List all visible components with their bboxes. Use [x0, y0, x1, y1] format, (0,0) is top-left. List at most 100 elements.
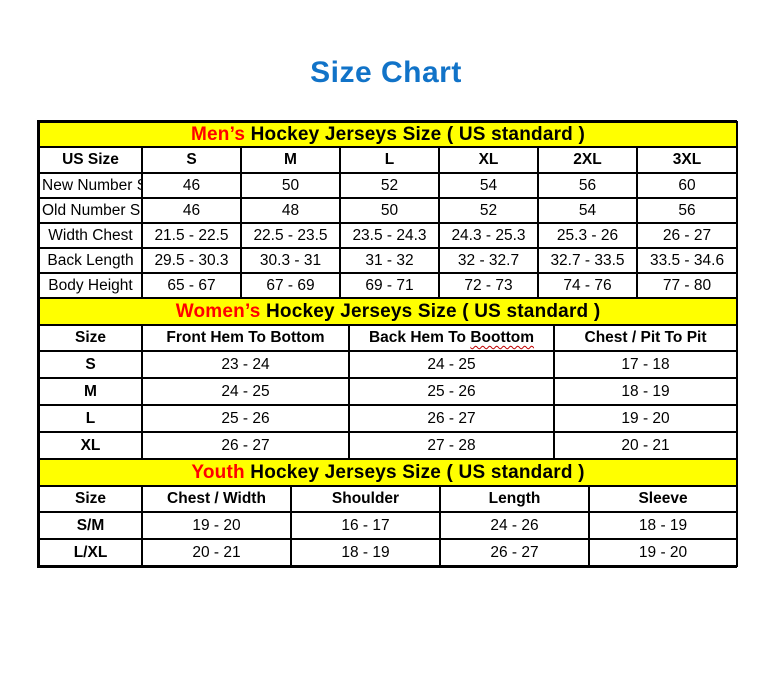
cell: 32.7 - 33.5 — [537, 247, 638, 274]
cell: 23 - 24 — [141, 350, 350, 379]
cell: 46 — [141, 172, 242, 199]
youth-banner-accent: Youth — [191, 461, 245, 483]
cell: 26 - 27 — [348, 404, 555, 433]
women-col-chest-pit: Chest / Pit To Pit — [552, 324, 739, 352]
men-header-row: US Size S M L XL 2XL 3XL — [38, 146, 739, 174]
row-label-s: S — [38, 350, 143, 379]
cell: 26 - 27 — [141, 431, 350, 460]
cell: 48 — [240, 197, 341, 224]
women-header-row: Size Front Hem To Bottom Back Hem To Boo… — [38, 324, 739, 352]
cell: 19 - 20 — [141, 511, 292, 540]
cell: 26 - 27 — [439, 538, 590, 567]
cell: 54 — [537, 197, 638, 224]
youth-banner-text: Hockey Jerseys Size ( US standard ) — [244, 461, 585, 483]
women-banner-accent: Women’s — [175, 300, 261, 322]
men-banner-accent: Men’s — [191, 123, 246, 145]
row-label-width-chest: Width Chest — [38, 222, 143, 249]
table-row: Body Height 65 - 67 67 - 69 69 - 71 72 -… — [38, 272, 739, 299]
men-banner-text: Hockey Jerseys Size ( US standard ) — [245, 123, 585, 145]
table-row: Width Chest 21.5 - 22.5 22.5 - 23.5 23.5… — [38, 222, 739, 249]
cell: 17 - 18 — [552, 350, 739, 379]
cell: 33.5 - 34.6 — [635, 247, 739, 274]
cell: 18 - 19 — [552, 377, 739, 406]
youth-col-chest-width: Chest / Width — [141, 485, 292, 513]
row-label-l: L — [38, 404, 143, 433]
women-col-size: Size — [38, 324, 143, 352]
row-label-back-length: Back Length — [38, 247, 143, 274]
men-section-banner: Men’s Hockey Jerseys Size ( US standard … — [37, 121, 739, 148]
cell: 30.3 - 31 — [240, 247, 341, 274]
men-col-2xl: 2XL — [537, 146, 638, 174]
cell: 20 - 21 — [552, 431, 739, 460]
cell: 32 - 32.7 — [438, 247, 539, 274]
cell: 24.3 - 25.3 — [438, 222, 539, 249]
youth-col-size: Size — [38, 485, 143, 513]
cell: 56 — [537, 172, 638, 199]
youth-col-length: Length — [439, 485, 590, 513]
cell: 25 - 26 — [348, 377, 555, 406]
cell: 26 - 27 — [635, 222, 739, 249]
cell: 67 - 69 — [240, 272, 341, 299]
women-banner-row: Women’s Hockey Jerseys Size ( US standar… — [37, 297, 739, 326]
women-col-back-hem: Back Hem To Boottom — [348, 324, 555, 352]
table-row: Back Length 29.5 - 30.3 30.3 - 31 31 - 3… — [38, 247, 739, 274]
youth-col-sleeve: Sleeve — [587, 485, 739, 513]
page-title: Size Chart — [310, 56, 462, 89]
cell: 77 - 80 — [635, 272, 739, 299]
men-col-us-size: US Size — [38, 146, 143, 174]
men-col-l: L — [339, 146, 440, 174]
women-col-front-hem: Front Hem To Bottom — [141, 324, 350, 352]
misspelled-word-squiggle: Boottom — [470, 329, 535, 346]
row-label-old-number-size: Old Number Size — [38, 197, 143, 224]
table-row: L 25 - 26 26 - 27 19 - 20 — [38, 404, 739, 433]
cell: 18 - 19 — [587, 511, 739, 540]
men-col-s: S — [141, 146, 242, 174]
cell: 52 — [438, 197, 539, 224]
row-label-sm: S/M — [38, 511, 143, 540]
youth-section-banner: Youth Hockey Jerseys Size ( US standard … — [37, 458, 739, 487]
cell: 20 - 21 — [141, 538, 292, 567]
table-row: Old Number Size 46 48 50 52 54 56 — [38, 197, 739, 224]
row-label-m: M — [38, 377, 143, 406]
table-row: XL 26 - 27 27 - 28 20 - 21 — [38, 431, 739, 460]
cell: 27 - 28 — [348, 431, 555, 460]
youth-size-table: Youth Hockey Jerseys Size ( US standard … — [37, 458, 739, 567]
women-size-table: Women’s Hockey Jerseys Size ( US standar… — [37, 297, 739, 460]
men-banner-row: Men’s Hockey Jerseys Size ( US standard … — [37, 121, 739, 148]
size-chart: Men’s Hockey Jerseys Size ( US standard … — [37, 120, 739, 568]
row-label-new-number-size: New Number Size — [38, 172, 143, 199]
cell: 23.5 - 24.3 — [339, 222, 440, 249]
table-row: L/XL 20 - 21 18 - 19 26 - 27 19 - 20 — [38, 538, 739, 567]
cell: 60 — [635, 172, 739, 199]
cell: 50 — [240, 172, 341, 199]
cell: 25.3 - 26 — [537, 222, 638, 249]
men-col-xl: XL — [438, 146, 539, 174]
cell: 29.5 - 30.3 — [141, 247, 242, 274]
cell: 65 - 67 — [141, 272, 242, 299]
cell: 24 - 25 — [141, 377, 350, 406]
back-hem-label: Back Hem To — [368, 329, 471, 346]
cell: 31 - 32 — [339, 247, 440, 274]
row-label-lxl: L/XL — [38, 538, 143, 567]
women-banner-text: Hockey Jerseys Size ( US standard ) — [260, 300, 601, 322]
youth-header-row: Size Chest / Width Shoulder Length Sleev… — [38, 485, 739, 513]
cell: 24 - 26 — [439, 511, 590, 540]
youth-banner-row: Youth Hockey Jerseys Size ( US standard … — [37, 458, 739, 487]
row-label-body-height: Body Height — [38, 272, 143, 299]
cell: 46 — [141, 197, 242, 224]
cell: 54 — [438, 172, 539, 199]
cell: 74 - 76 — [537, 272, 638, 299]
cell: 16 - 17 — [290, 511, 441, 540]
men-col-m: M — [240, 146, 341, 174]
cell: 25 - 26 — [141, 404, 350, 433]
cell: 18 - 19 — [290, 538, 441, 567]
cell: 52 — [339, 172, 440, 199]
cell: 69 - 71 — [339, 272, 440, 299]
men-col-3xl: 3XL — [635, 146, 739, 174]
cell: 22.5 - 23.5 — [240, 222, 341, 249]
cell: 21.5 - 22.5 — [141, 222, 242, 249]
table-row: S 23 - 24 24 - 25 17 - 18 — [38, 350, 739, 379]
men-size-table: Men’s Hockey Jerseys Size ( US standard … — [37, 121, 739, 299]
cell: 50 — [339, 197, 440, 224]
cell: 19 - 20 — [552, 404, 739, 433]
